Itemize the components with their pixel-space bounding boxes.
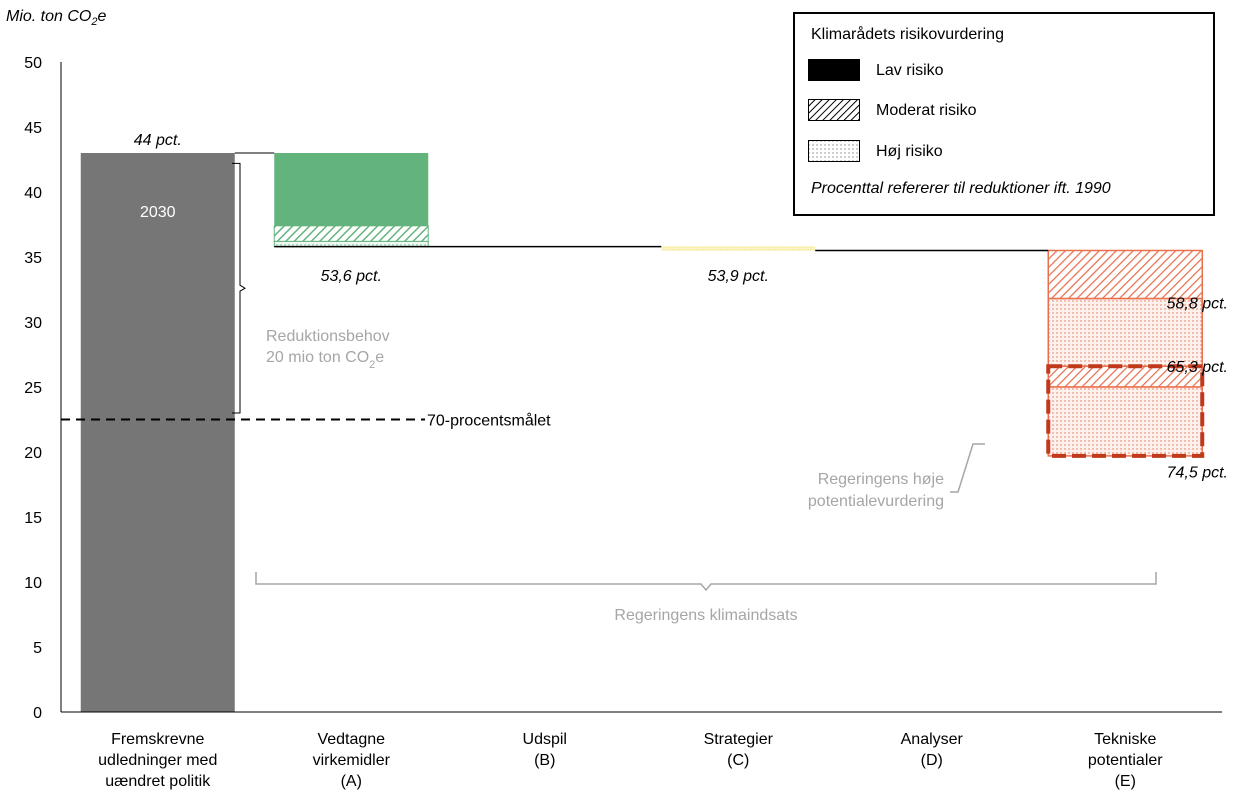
reduction-need-bracket	[232, 162, 246, 414]
segment-0	[274, 153, 429, 226]
legend-swatch-solid	[808, 59, 860, 81]
y-tick-label: 45	[24, 120, 42, 137]
y-tick-label: 5	[33, 640, 42, 657]
bar-top-label: 44 pct.	[134, 132, 182, 149]
x-tick-label: (B)	[534, 752, 555, 769]
baseline-bar	[80, 153, 235, 712]
legend-title: Klimarådets risikovurdering	[811, 26, 1004, 43]
legend-note: Procenttal refererer til reduktioner ift…	[811, 180, 1111, 197]
x-tick-label: Vedtagne	[317, 731, 385, 748]
high-potential-label: potentialevurdering	[808, 493, 944, 510]
x-tick-label: Analyser	[901, 731, 964, 748]
x-tick-label: Fremskrevne	[111, 731, 204, 748]
x-tick-label: potentialer	[1088, 752, 1163, 769]
x-tick-label: (A)	[341, 773, 362, 790]
y-axis-title: Mio. ton CO2e	[6, 8, 107, 29]
bar-inner-label: 2030	[140, 204, 176, 221]
target-line-label: 70-procentsmålet	[427, 412, 551, 430]
pct-label-1: 53,9 pct.	[708, 268, 769, 285]
x-tick-label: virkemidler	[313, 752, 391, 769]
legend-label: Høj risiko	[876, 143, 943, 160]
x-tick-label: (C)	[727, 752, 749, 769]
x-tick-label: (D)	[921, 752, 943, 769]
legend-swatch-hatch	[808, 99, 860, 121]
y-tick-label: 35	[24, 250, 42, 267]
reduction-need-amount: 20 mio ton CO2e	[266, 349, 384, 371]
government-effort-label: Regeringens klimaindsats	[614, 607, 797, 624]
legend: Klimarådets risikovurdering Lav risiko M…	[793, 12, 1215, 216]
x-tick-label: udledninger med	[98, 752, 217, 769]
high-potential-box	[1046, 364, 1205, 458]
y-tick-label: 10	[24, 575, 42, 592]
segment-3	[661, 246, 816, 251]
segment-2	[273, 240, 429, 248]
legend-label: Lav risiko	[876, 62, 944, 79]
high-potential-label: Regeringens høje	[818, 471, 944, 488]
segment-4	[1047, 249, 1203, 300]
x-tick-label: (E)	[1115, 773, 1136, 790]
pct-label-2: 58,8 pct.	[1167, 296, 1228, 313]
y-tick-label: 25	[24, 380, 42, 397]
reduction-need-label: Reduktionsbehov	[266, 328, 390, 345]
y-tick-label: 40	[24, 185, 42, 202]
legend-label: Moderat risiko	[876, 102, 977, 119]
government-effort-brace	[255, 572, 1157, 592]
y-tick-label: 15	[24, 510, 42, 527]
y-tick-label: 30	[24, 315, 42, 332]
x-tick-label: Tekniske	[1094, 731, 1156, 748]
pct-label-4: 74,5 pct.	[1167, 465, 1228, 482]
y-tick-label: 50	[24, 55, 42, 72]
high-potential-callout	[950, 443, 985, 493]
pct-label-0: 53,6 pct.	[321, 268, 382, 285]
pct-label-3: 65,3 pct.	[1167, 359, 1228, 376]
y-tick-label: 0	[33, 705, 42, 722]
segment-1	[273, 225, 429, 242]
x-tick-label: Udspil	[523, 731, 567, 748]
x-tick-label: Strategier	[704, 731, 774, 748]
legend-swatch-dots	[808, 140, 860, 162]
segment-7	[1047, 386, 1203, 457]
y-tick-label: 20	[24, 445, 42, 462]
x-tick-label: uændret politik	[105, 773, 211, 790]
